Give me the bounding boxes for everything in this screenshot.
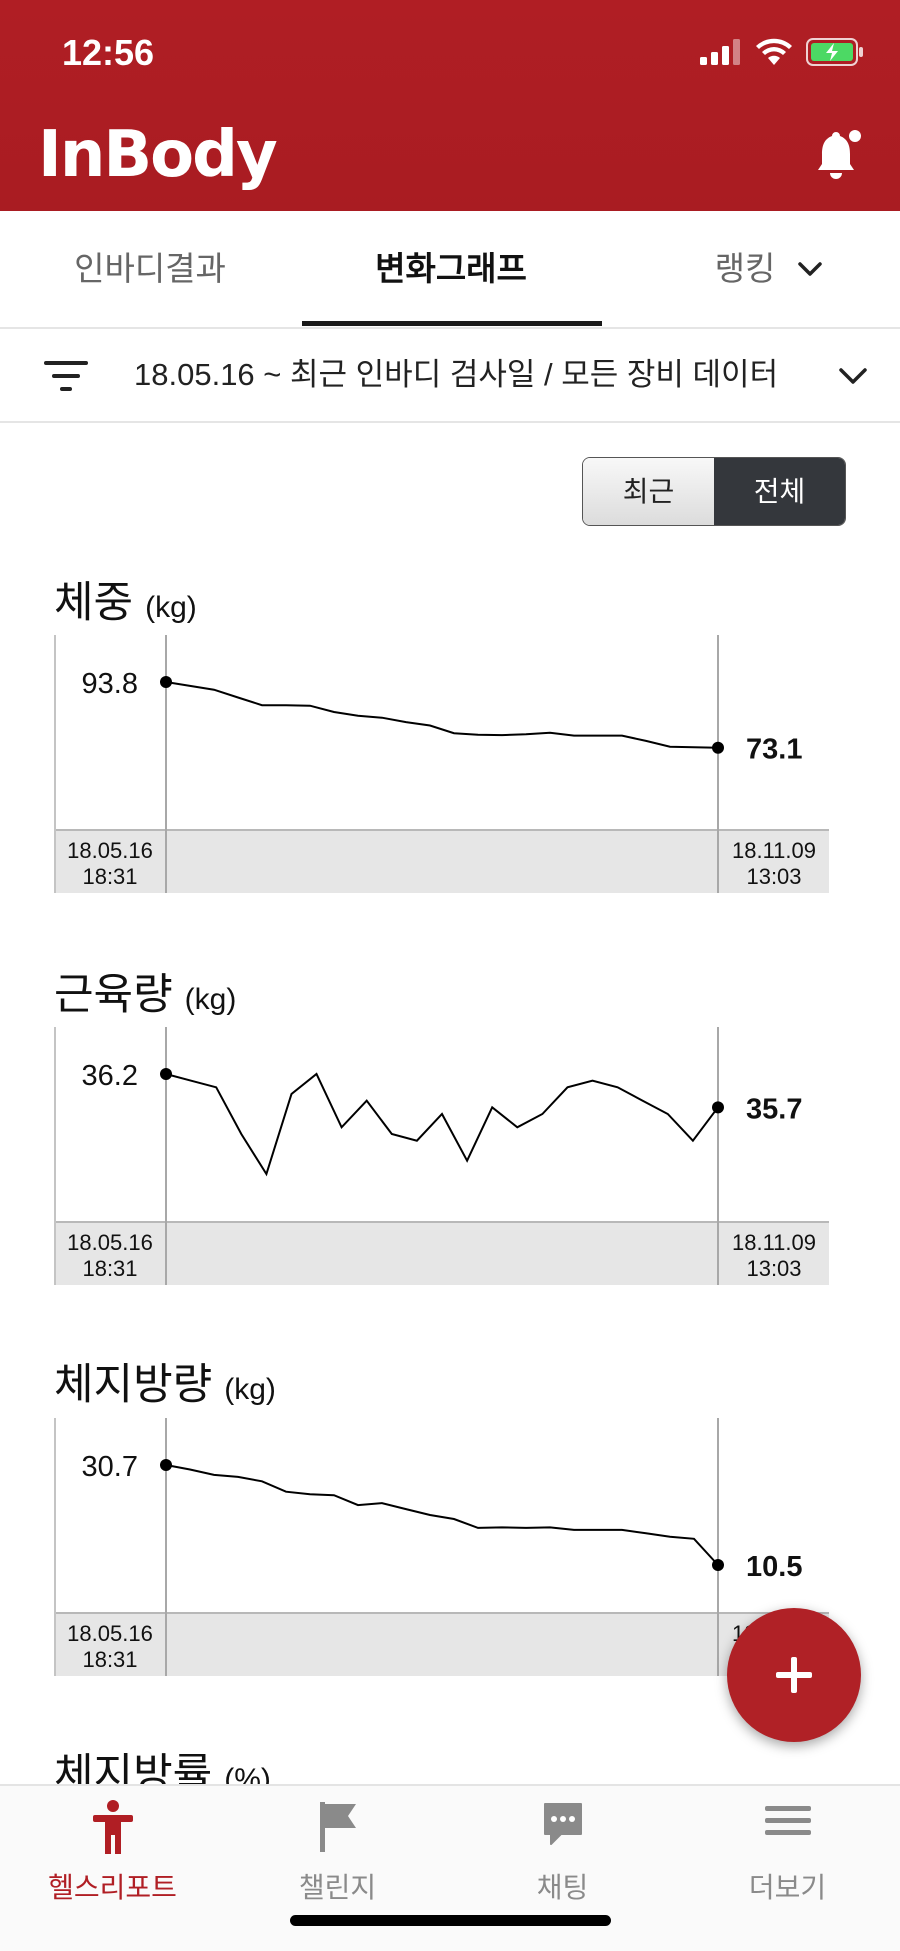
end-value-label: 35.7 [746,1093,802,1125]
date-band [55,830,829,893]
flag-icon [319,1802,356,1852]
nav-label: 챌린지 [298,1872,377,1903]
chevron-down-icon[interactable] [838,365,868,387]
chart-title-bodyfat: 체지방량 (kg) [54,1350,276,1412]
signal-icon [700,39,740,65]
nav-more[interactable]: 더보기 [675,1786,900,1906]
start-time-label: 18:31 [82,1647,137,1672]
inbody-logo: InBody [38,118,278,192]
tab-ranking[interactable]: 랭킹 [714,250,776,287]
status-icons [700,38,864,66]
chat-icon [543,1803,582,1845]
end-value-label: 10.5 [746,1551,802,1583]
bottom-navigation: 헬스리포트 챌린지 채팅 더보기 [0,1784,900,1951]
add-button[interactable] [727,1608,861,1742]
chart-title-weight: 체중 (kg) [54,568,197,630]
chart-unit: (kg) [184,983,237,1016]
bell-icon[interactable] [808,128,864,184]
end-time-label: 13:03 [746,1256,801,1281]
start-date-label: 18.05.16 [67,838,153,863]
end-value-label: 73.1 [746,734,802,766]
nav-label: 채팅 [536,1872,589,1903]
filter-range-text[interactable]: 18.05.16 ~ 최근 인바디 검사일 / 모든 장비 데이터 [134,357,779,392]
tab-inbody-result[interactable]: 인바디결과 [74,250,226,287]
wifi-icon [756,38,792,65]
tab-change-graph[interactable]: 변화그래프 [375,250,527,287]
menu-icon [764,1806,811,1835]
plus-icon [776,1657,812,1693]
end-date-label: 18.11.09 [732,1230,816,1255]
start-date-label: 18.05.16 [67,1621,153,1646]
person-icon [92,1800,133,1854]
chart-title-text: 근육량 [54,971,173,1019]
tab-active-indicator [302,321,602,326]
end-point [712,741,724,754]
start-time-label: 18:31 [82,864,137,889]
filter-bar[interactable]: 18.05.16 ~ 최근 인바디 검사일 / 모든 장비 데이터 [0,329,900,423]
status-time: 12:56 [62,32,155,73]
start-value-label: 36.2 [82,1060,138,1092]
nav-health-report[interactable]: 헬스리포트 [0,1786,225,1906]
start-point [160,676,172,688]
start-value-label: 30.7 [82,1451,138,1483]
nav-label: 헬스리포트 [48,1872,177,1903]
start-value-label: 93.8 [82,668,138,700]
series-line [165,1072,719,1177]
series-line [165,1464,719,1566]
nav-chat[interactable]: 채팅 [450,1786,675,1906]
range-toggle: 최근 전체 [582,457,846,526]
start-point [160,1459,172,1471]
chart-unit: (kg) [224,1373,276,1406]
start-point [160,1068,172,1080]
battery-icon [806,38,863,66]
date-band [55,1222,829,1285]
end-point [712,1559,724,1571]
chart-title-text: 체중 [54,579,134,627]
date-band [55,1613,829,1676]
chevron-down-icon[interactable] [797,259,823,279]
end-date-label: 18.11.09 [732,838,816,863]
chart-unit: (kg) [145,591,197,624]
nav-label: 더보기 [748,1872,827,1903]
chart-title-muscle: 근육량 (kg) [54,960,236,1022]
nav-challenge[interactable]: 챌린지 [225,1786,450,1906]
start-time-label: 18:31 [82,1256,137,1281]
end-time-label: 13:03 [746,864,801,889]
start-date-label: 18.05.16 [67,1230,153,1255]
app-header: 12:56 InBody [0,0,900,211]
filter-icon[interactable] [44,359,90,393]
toggle-all-button[interactable]: 전체 [714,458,845,525]
series-line [165,681,719,749]
home-indicator [290,1915,611,1926]
end-point [712,1101,724,1114]
toggle-recent-button[interactable]: 최근 [583,458,714,525]
tab-bar: 인바디결과 변화그래프 랭킹 [0,211,900,329]
chart-title-text: 체지방량 [54,1361,213,1409]
